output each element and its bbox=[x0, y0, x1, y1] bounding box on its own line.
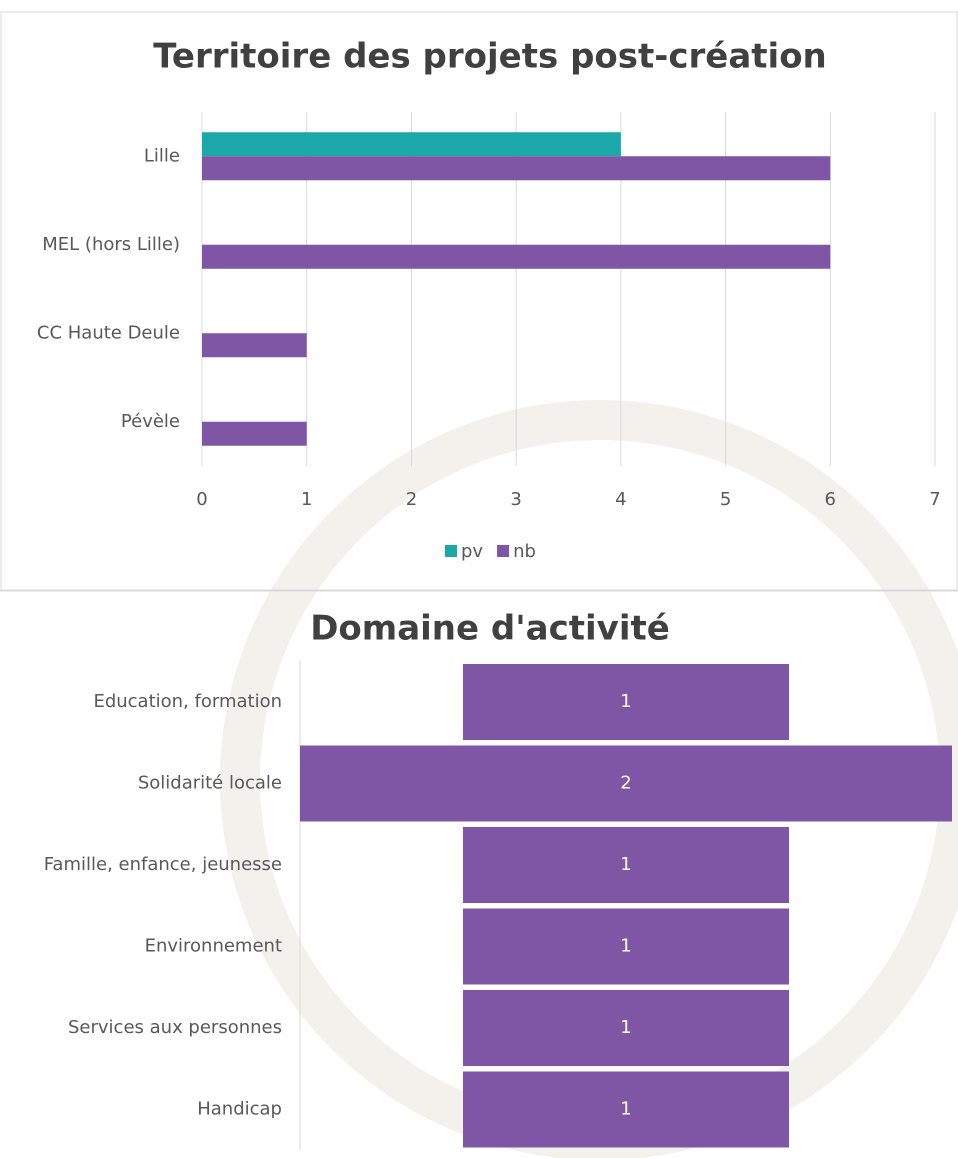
y-tick-label: MEL (hors Lille) bbox=[42, 234, 180, 255]
chart-title: Domaine d'activité bbox=[310, 609, 670, 649]
y-tick-label: CC Haute Deule bbox=[37, 322, 180, 343]
bar bbox=[202, 132, 621, 157]
y-tick-label: Environnement bbox=[145, 936, 282, 957]
y-tick-label: Education, formation bbox=[93, 691, 282, 712]
data-label: 1 bbox=[620, 1017, 631, 1038]
legend-swatch bbox=[445, 545, 457, 557]
y-tick-label: Pévèle bbox=[121, 411, 180, 432]
data-label: 1 bbox=[620, 691, 631, 712]
bar bbox=[463, 827, 789, 903]
x-tick-label: 7 bbox=[929, 489, 940, 510]
x-tick-label: 6 bbox=[825, 489, 836, 510]
chart-title: Territoire des projets post-création bbox=[153, 37, 827, 77]
y-tick-label: Solidarité locale bbox=[138, 773, 282, 794]
x-tick-label: 5 bbox=[720, 489, 731, 510]
legend-swatch bbox=[497, 545, 510, 557]
y-tick-label: Famille, enfance, jeunesse bbox=[44, 854, 282, 875]
x-tick-label: 1 bbox=[301, 489, 312, 510]
bar bbox=[463, 990, 789, 1066]
bar bbox=[463, 1071, 789, 1148]
y-tick-label: Handicap bbox=[197, 1099, 282, 1120]
bar bbox=[300, 745, 952, 822]
data-label: 1 bbox=[620, 1099, 631, 1120]
data-label: 2 bbox=[620, 773, 631, 794]
x-tick-label: 4 bbox=[615, 489, 626, 510]
data-label: 1 bbox=[620, 854, 631, 875]
bar bbox=[463, 664, 789, 740]
bar bbox=[202, 421, 307, 446]
x-tick-label: 3 bbox=[510, 489, 521, 510]
x-tick-label: 0 bbox=[196, 489, 207, 510]
chart-border bbox=[0, 11, 958, 591]
bar bbox=[202, 156, 831, 181]
legend-label: nb bbox=[513, 541, 536, 562]
x-tick-label: 2 bbox=[406, 489, 417, 510]
data-label: 1 bbox=[620, 936, 631, 957]
bar bbox=[463, 908, 789, 985]
legend-label: pv bbox=[461, 541, 483, 562]
bar bbox=[202, 333, 307, 358]
y-tick-label: Lille bbox=[144, 145, 180, 166]
y-tick-label: Services aux personnes bbox=[68, 1017, 282, 1038]
bar bbox=[202, 244, 831, 269]
